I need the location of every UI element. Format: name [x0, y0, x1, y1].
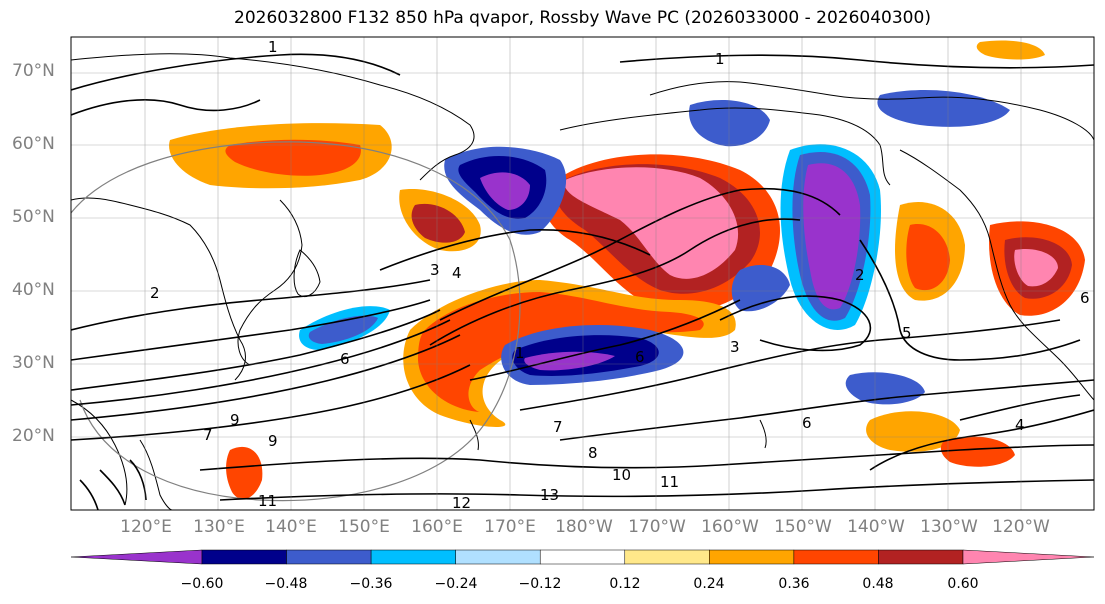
colorbar-segment	[878, 549, 964, 565]
colorbar-tick-label: 0.36	[778, 576, 810, 592]
contour-label: 9	[230, 411, 240, 429]
lon-label: 130°E	[193, 517, 245, 537]
colorbar-tick-label: −0.12	[518, 576, 562, 592]
colorbar-tick-label: 0.12	[609, 576, 641, 592]
colorbar-tick-label: −0.48	[264, 576, 308, 592]
contour-label: 6	[1080, 289, 1090, 307]
lat-label: 50°N	[12, 207, 55, 227]
lat-label: 40°N	[12, 280, 55, 300]
coastline-layer	[71, 53, 1094, 510]
anomaly-fill-layer	[169, 40, 1085, 500]
lat-label: 60°N	[12, 134, 55, 154]
colorbar-tick-label: 0.60	[947, 576, 979, 592]
lon-label: 170°E	[484, 517, 536, 537]
contour-label: 13	[540, 486, 559, 504]
contour-label: 7	[553, 418, 563, 436]
colorbar-tick-label: 0.48	[862, 576, 894, 592]
contour-label: 3	[730, 338, 740, 356]
colorbar-segment	[370, 549, 456, 565]
contour-label: 6	[635, 348, 645, 366]
contour-label: 11	[660, 473, 679, 491]
colorbar-extend-low	[70, 549, 203, 565]
contour-label: 10	[612, 466, 631, 484]
contour-label: 3	[430, 261, 440, 279]
colorbar-tick-label: −0.36	[349, 576, 393, 592]
lat-label: 70°N	[12, 61, 55, 81]
lon-label: 180°W	[555, 517, 613, 537]
colorbar-segment	[455, 549, 541, 565]
lon-label: 130°W	[920, 517, 978, 537]
lon-label: 140°E	[265, 517, 317, 537]
reference-circle	[71, 141, 521, 502]
lon-label: 160°W	[701, 517, 759, 537]
colorbar-segment	[286, 549, 372, 565]
lon-label: 160°E	[411, 517, 463, 537]
colorbar-tick-label: 0.24	[693, 576, 725, 592]
colorbar-segment	[539, 549, 626, 565]
colorbar-segment	[624, 549, 710, 565]
contour-label: 6	[340, 350, 350, 368]
contour-label: 11	[258, 492, 277, 510]
colorbar-tick-label: −0.60	[180, 576, 224, 592]
contour-label: 2	[150, 284, 160, 302]
colorbar	[70, 549, 1095, 565]
contour-label: 6	[802, 414, 812, 432]
map-title: 2026032800 F132 850 hPa qvapor, Rossby W…	[234, 8, 931, 28]
contour-label: 9	[268, 432, 278, 450]
lon-label: 150°E	[338, 517, 390, 537]
contour-label: 12	[452, 494, 471, 512]
contour-label: 1	[268, 38, 278, 56]
graticule	[71, 37, 1094, 510]
lon-label: 140°W	[847, 517, 905, 537]
lat-label: 30°N	[12, 353, 55, 373]
lat-label: 20°N	[12, 426, 55, 446]
lon-label: 150°W	[774, 517, 832, 537]
contour-label: 5	[902, 324, 912, 342]
lon-label: 170°W	[628, 517, 686, 537]
colorbar-extend-high	[962, 549, 1095, 565]
colorbar-segment	[709, 549, 795, 565]
colorbar-tick-label: −0.24	[434, 576, 478, 592]
contour-label: 1	[515, 344, 525, 362]
lon-label: 120°E	[120, 517, 172, 537]
contour-label: 1	[715, 50, 725, 68]
colorbar-segment	[201, 549, 287, 565]
contour-label: 2	[855, 266, 865, 284]
contour-line-layer	[71, 53, 1094, 510]
colorbar-segment	[793, 549, 879, 565]
plot-frame	[70, 36, 1095, 511]
contour-label: 7	[203, 426, 213, 444]
contour-label: 4	[452, 264, 462, 282]
contour-label: 4	[1015, 416, 1025, 434]
contour-label: 8	[588, 444, 598, 462]
lon-label: 120°W	[992, 517, 1050, 537]
